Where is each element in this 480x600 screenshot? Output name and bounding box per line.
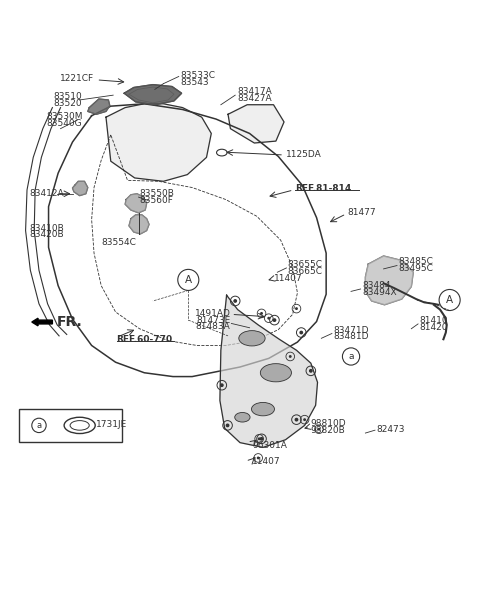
Text: 96301A: 96301A <box>252 440 287 449</box>
Text: 1731JE: 1731JE <box>96 421 128 430</box>
Text: a: a <box>348 352 354 361</box>
Text: 83520: 83520 <box>53 99 82 108</box>
Ellipse shape <box>239 331 265 346</box>
Text: 83471D: 83471D <box>333 326 369 335</box>
Text: 81477: 81477 <box>348 208 376 217</box>
Text: 83543: 83543 <box>180 78 209 87</box>
Circle shape <box>233 299 237 303</box>
Circle shape <box>303 418 306 421</box>
Text: 1125DA: 1125DA <box>286 151 321 160</box>
Text: 83530M: 83530M <box>46 112 83 121</box>
Text: 81420: 81420 <box>420 323 448 332</box>
Text: REF.60-770: REF.60-770 <box>117 335 173 344</box>
Text: 83494X: 83494X <box>362 288 396 297</box>
Text: 83485C: 83485C <box>398 257 433 266</box>
Polygon shape <box>220 295 318 448</box>
Circle shape <box>295 307 298 310</box>
Text: 83655C: 83655C <box>288 260 323 269</box>
Text: 83560F: 83560F <box>140 196 173 205</box>
Circle shape <box>318 428 321 431</box>
Text: FR.: FR. <box>57 315 83 329</box>
Polygon shape <box>72 181 88 196</box>
Text: 83510: 83510 <box>53 92 82 101</box>
Text: 1491AD: 1491AD <box>194 309 230 318</box>
Text: 83412A: 83412A <box>29 189 64 198</box>
Polygon shape <box>106 104 211 181</box>
Text: 83495C: 83495C <box>398 264 433 273</box>
Text: 98820B: 98820B <box>311 425 346 434</box>
Circle shape <box>273 318 276 322</box>
Circle shape <box>258 437 261 440</box>
Text: 11407: 11407 <box>252 457 281 466</box>
Text: 81410: 81410 <box>420 316 448 325</box>
Text: 11407: 11407 <box>274 274 302 283</box>
Circle shape <box>220 383 224 387</box>
Polygon shape <box>125 194 147 213</box>
Circle shape <box>260 437 264 441</box>
Text: 1221CF: 1221CF <box>60 74 94 83</box>
Text: 83410B: 83410B <box>29 224 64 233</box>
Text: 83481D: 83481D <box>333 332 369 341</box>
Circle shape <box>309 369 313 373</box>
Text: 81483A: 81483A <box>196 322 230 331</box>
Text: 83554C: 83554C <box>101 238 136 247</box>
Circle shape <box>260 312 263 315</box>
Ellipse shape <box>260 364 291 382</box>
Text: 83484: 83484 <box>362 281 391 290</box>
Text: 83417A: 83417A <box>238 88 272 97</box>
Polygon shape <box>32 318 52 326</box>
Text: 83533C: 83533C <box>180 71 215 80</box>
Circle shape <box>267 317 270 320</box>
Text: 98810D: 98810D <box>311 419 347 428</box>
Ellipse shape <box>252 403 275 416</box>
Text: REF.81-814: REF.81-814 <box>295 184 351 193</box>
Ellipse shape <box>235 412 250 422</box>
Text: 83540G: 83540G <box>46 119 82 128</box>
Polygon shape <box>365 256 413 305</box>
Text: 83550B: 83550B <box>140 189 174 198</box>
Circle shape <box>257 457 260 460</box>
Text: 82473: 82473 <box>376 425 405 434</box>
Polygon shape <box>88 99 110 114</box>
Text: 83427A: 83427A <box>238 94 272 103</box>
Text: 83420B: 83420B <box>29 230 64 239</box>
Polygon shape <box>124 85 181 105</box>
Polygon shape <box>228 105 284 143</box>
Text: 83665C: 83665C <box>288 267 323 276</box>
Text: 81473E: 81473E <box>196 316 230 325</box>
Circle shape <box>300 331 303 334</box>
Text: a: a <box>36 421 42 430</box>
Polygon shape <box>129 215 149 234</box>
Circle shape <box>226 424 229 427</box>
Circle shape <box>295 418 299 422</box>
Text: A: A <box>185 275 192 285</box>
Circle shape <box>289 355 292 358</box>
Text: A: A <box>446 295 453 305</box>
